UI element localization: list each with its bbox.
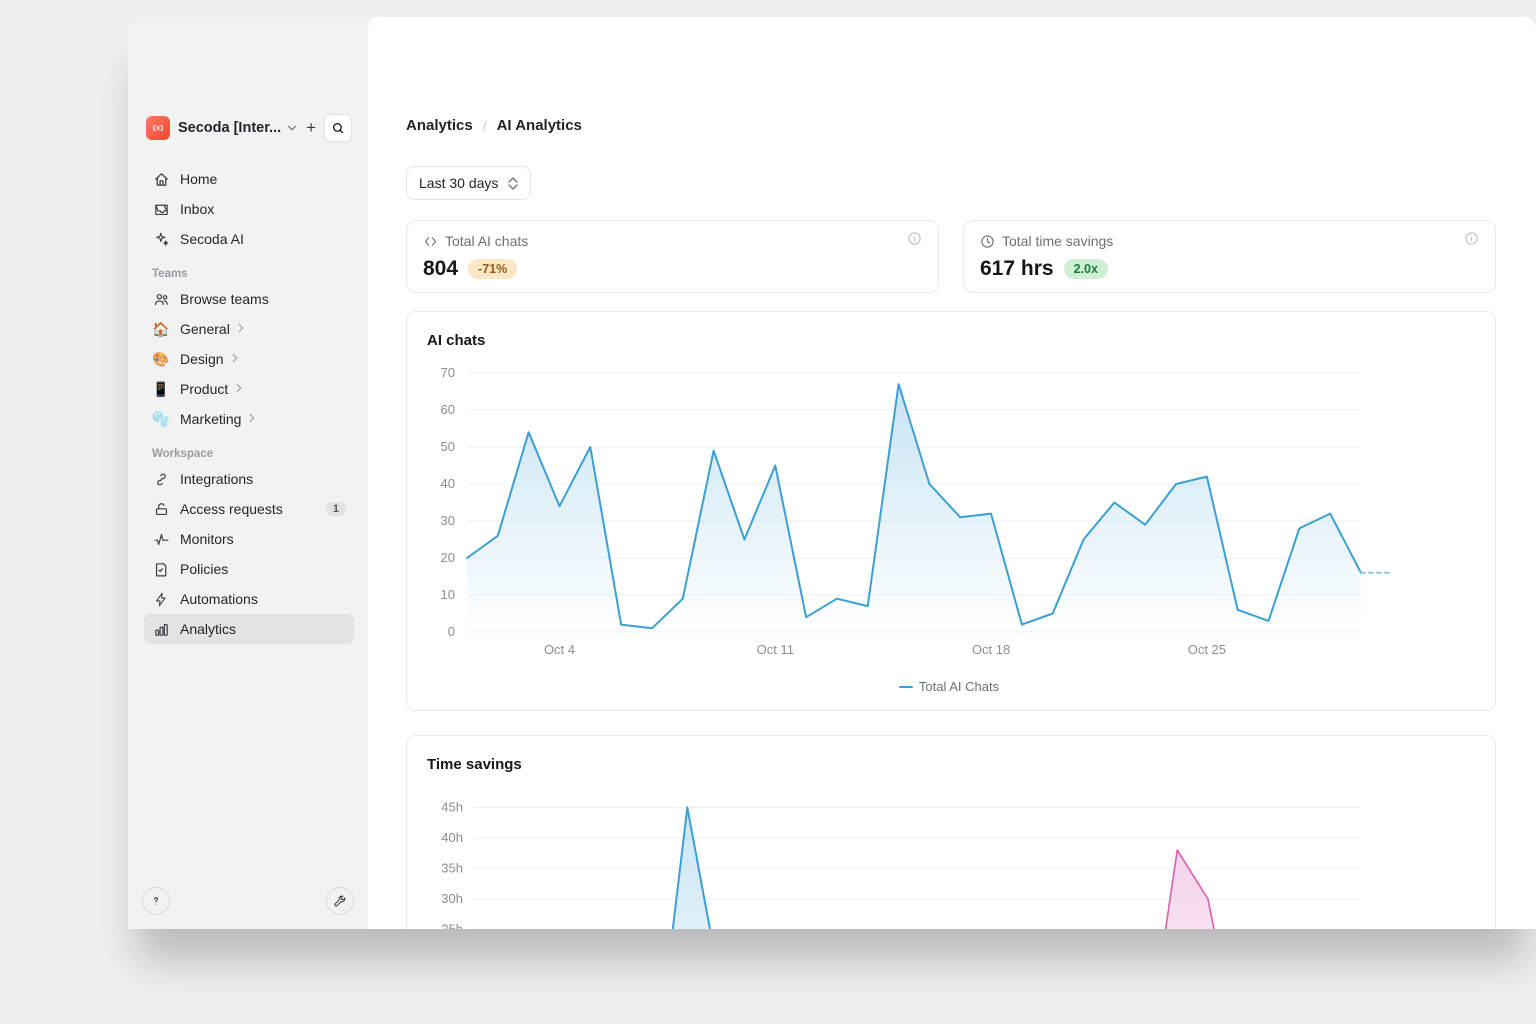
svg-text:70: 70	[441, 365, 455, 380]
svg-text:40h: 40h	[441, 830, 463, 845]
svg-text:20: 20	[441, 550, 455, 565]
svg-text:10: 10	[441, 587, 455, 602]
svg-text:35h: 35h	[441, 860, 463, 875]
svg-text:Oct 11: Oct 11	[757, 642, 794, 657]
svg-text:45h: 45h	[441, 799, 463, 814]
svg-text:30: 30	[441, 513, 455, 528]
svg-text:25h: 25h	[441, 921, 463, 929]
svg-text:40: 40	[441, 476, 455, 491]
svg-text:Oct 18: Oct 18	[972, 642, 1010, 657]
svg-text:60: 60	[441, 402, 455, 417]
svg-text:Oct 25: Oct 25	[1188, 642, 1226, 657]
svg-text:Oct 4: Oct 4	[544, 642, 575, 657]
svg-text:0: 0	[448, 624, 455, 639]
svg-text:50: 50	[441, 439, 455, 454]
svg-text:30h: 30h	[441, 891, 463, 906]
